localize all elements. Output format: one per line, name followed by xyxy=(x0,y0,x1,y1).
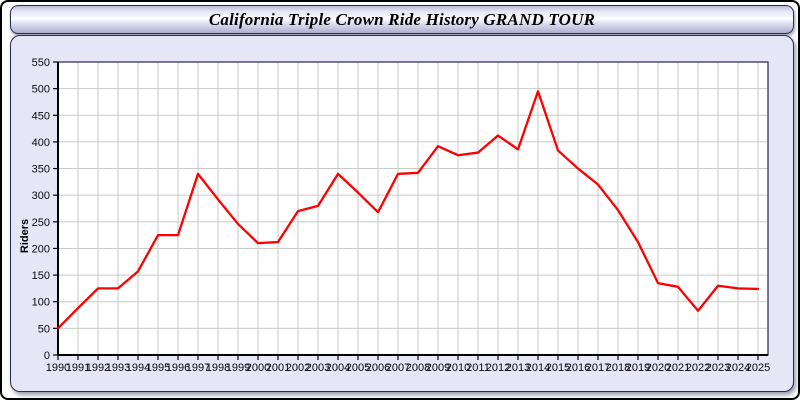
x-tick-label: 2023 xyxy=(706,362,730,374)
y-tick-label: 250 xyxy=(32,217,50,229)
x-tick-label: 2020 xyxy=(646,362,670,374)
x-tick-label: 2006 xyxy=(366,362,390,374)
y-tick-label: 300 xyxy=(32,190,50,202)
chart-panel: Riders 0 50 100 150 200 250 300 350 400 450 500 550… xyxy=(10,35,794,392)
plot-background xyxy=(58,62,768,355)
x-tick-label: 1994 xyxy=(126,362,150,374)
y-tick-label: 350 xyxy=(32,164,50,176)
y-tick-label: 50 xyxy=(38,323,50,335)
y-tick-label: 450 xyxy=(32,110,50,122)
x-tick-label: 2016 xyxy=(566,362,590,374)
y-tick-label: 100 xyxy=(32,297,50,309)
title-bar: California Triple Crown Ride History GRA… xyxy=(10,5,794,34)
x-tick-label: 1997 xyxy=(186,362,210,374)
x-tick-label: 1996 xyxy=(166,362,190,374)
x-tick-label: 2010 xyxy=(446,362,470,374)
chart-title: California Triple Crown Ride History GRA… xyxy=(208,9,596,29)
x-tick-label: 2003 xyxy=(306,362,330,374)
line-chart: 0501001502002503003504004505005501990199… xyxy=(32,57,771,374)
x-tick-label: 2009 xyxy=(426,362,450,374)
x-tick-label: 1991 xyxy=(66,362,90,374)
x-tick-label: 2001 xyxy=(266,362,290,374)
x-tick-label: 2015 xyxy=(546,362,570,374)
x-tick-label: 2007 xyxy=(386,362,410,374)
x-tick-label: 2004 xyxy=(326,362,350,374)
x-tick-label: 2025 xyxy=(746,362,770,374)
riders-data-line xyxy=(56,90,760,330)
y-tick-label: 500 xyxy=(32,84,50,96)
x-tick-label: 1990 xyxy=(46,362,70,374)
y-tick-label: 550 xyxy=(32,57,50,69)
y-tick-label: 150 xyxy=(32,270,50,282)
x-tick-label: 2000 xyxy=(246,362,270,374)
y-tick-label: 200 xyxy=(32,243,50,255)
x-tick-label: 2005 xyxy=(346,362,370,374)
x-tick-label: 2002 xyxy=(286,362,310,374)
x-tick-label: 2024 xyxy=(726,362,750,374)
x-tick-label: 1999 xyxy=(226,362,250,374)
y-tick-label: 0 xyxy=(44,350,50,362)
x-tick-label: 2018 xyxy=(606,362,630,374)
y-tick-label: 400 xyxy=(32,137,50,149)
x-tick-label: 2012 xyxy=(486,362,510,374)
x-tick-label: 2014 xyxy=(526,362,550,374)
x-tick-label: 1992 xyxy=(86,362,110,374)
x-tick-label: 2019 xyxy=(626,362,650,374)
x-tick-label: 2008 xyxy=(406,362,430,374)
x-tick-label: 2021 xyxy=(666,362,690,374)
x-tick-label: 1995 xyxy=(146,362,170,374)
x-tick-label: 2011 xyxy=(466,362,490,374)
x-tick-label: 2017 xyxy=(586,362,610,374)
x-tick-label: 1993 xyxy=(106,362,130,374)
x-tick-label: 2022 xyxy=(686,362,710,374)
x-tick-label: 1998 xyxy=(206,362,230,374)
x-tick-label: 2013 xyxy=(506,362,530,374)
